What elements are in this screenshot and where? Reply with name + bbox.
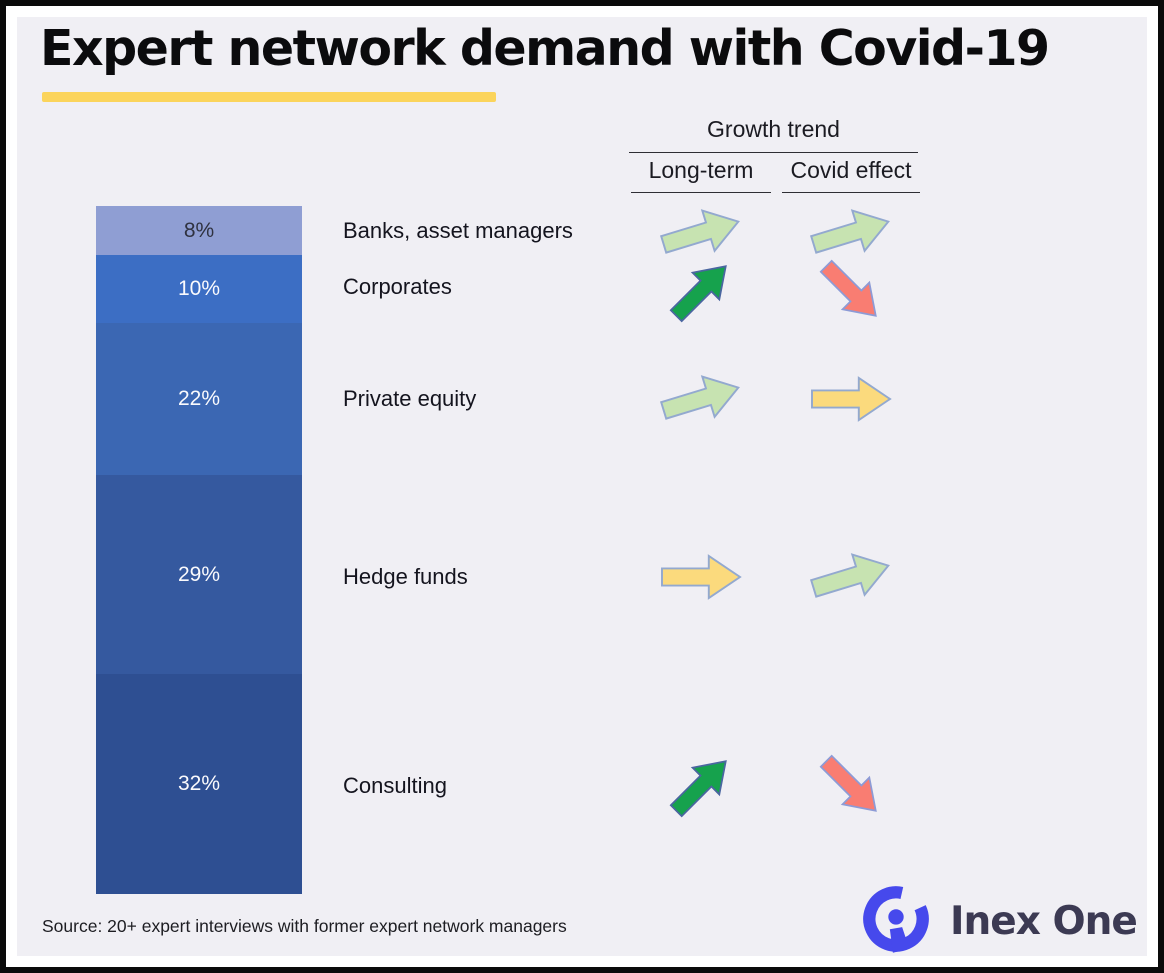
segment-value-label: 22% xyxy=(177,387,221,410)
trend-arrow-icon xyxy=(805,245,897,337)
category-label-hedge-funds: Hedge funds xyxy=(343,564,468,589)
header-long-term: Long-term xyxy=(631,157,771,193)
bar-segment-private-equity: 22% xyxy=(96,323,302,475)
category-label-banks: Banks, asset managers xyxy=(343,218,573,243)
segment-value-label: 10% xyxy=(177,277,221,300)
bar-segment-hedge-funds: 29% xyxy=(96,475,302,674)
brand-logo: Inex One xyxy=(856,880,1138,962)
stacked-bar-chart: 8% 10% 22% 29% 32% xyxy=(96,206,302,894)
trend-arrow-icon xyxy=(805,353,897,445)
trend-arrow-icon xyxy=(655,245,747,337)
trend-arrow-icon xyxy=(805,531,897,623)
bar-segment-corporates: 10% xyxy=(96,255,302,323)
bar-segment-banks: 8% xyxy=(96,206,302,255)
category-label-consulting: Consulting xyxy=(343,773,447,798)
title-underline-decoration xyxy=(42,92,496,102)
trend-arrow-icon xyxy=(655,531,747,623)
source-note: Source: 20+ expert interviews with forme… xyxy=(42,916,567,936)
segment-value-label: 32% xyxy=(177,772,221,795)
header-growth-trend: Growth trend xyxy=(629,116,918,153)
bar-segment-consulting: 32% xyxy=(96,674,302,894)
category-label-private-equity: Private equity xyxy=(343,386,477,411)
inex-one-logo-icon xyxy=(863,886,929,953)
brand-name: Inex One xyxy=(950,898,1138,944)
trend-arrow-icon xyxy=(805,187,897,279)
trend-arrow-icon xyxy=(805,740,897,832)
trend-arrow-icon xyxy=(655,740,747,832)
trend-arrow-icon xyxy=(655,187,747,279)
page-title: Expert network demand with Covid-19 xyxy=(40,20,1050,77)
header-covid-effect: Covid effect xyxy=(782,157,920,193)
category-label-corporates: Corporates xyxy=(343,274,452,299)
trend-arrow-icon xyxy=(655,353,747,445)
segment-value-label: 8% xyxy=(183,218,215,242)
segment-value-label: 29% xyxy=(177,562,221,586)
